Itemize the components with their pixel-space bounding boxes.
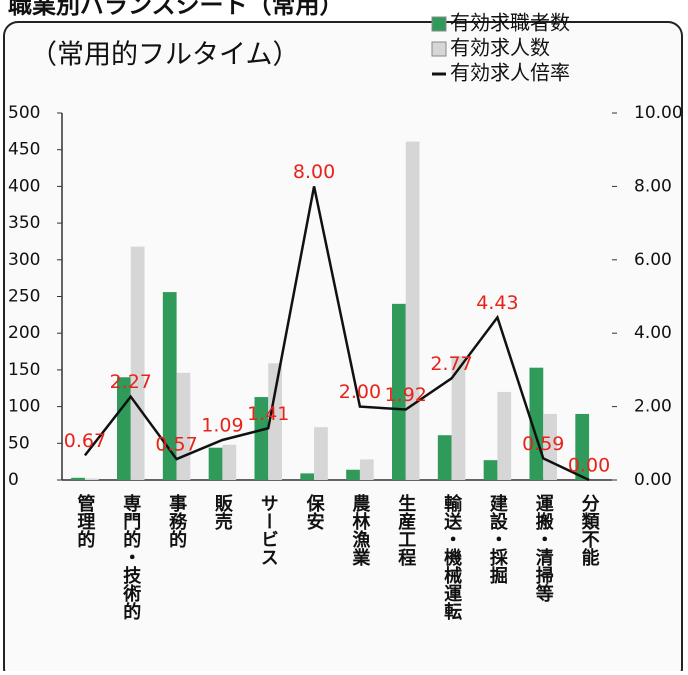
data-label: 8.00	[293, 161, 335, 183]
frame	[3, 21, 683, 675]
data-label: 0.57	[155, 434, 197, 456]
y2-tick-label: 10.00	[634, 103, 683, 123]
x-tick-label: 販売	[212, 494, 233, 531]
data-label: 0.59	[522, 433, 564, 455]
bar	[300, 473, 315, 480]
bar	[268, 363, 282, 480]
y-tick-label: 400	[8, 176, 40, 196]
data-label: 2.77	[430, 353, 472, 375]
y-tick-label: 450	[8, 140, 40, 160]
x-tick-label: 運搬・清掃等	[533, 494, 554, 603]
data-label: 0.67	[64, 430, 106, 452]
legend-label: 有効求人倍率	[450, 61, 570, 85]
bar	[437, 435, 452, 480]
x-tick-label: 輸送・機械運転	[441, 493, 463, 621]
y-tick-label: 300	[8, 250, 40, 270]
x-tick-label: 農林漁業	[349, 494, 371, 567]
bar	[162, 292, 177, 480]
data-label: 1.41	[247, 403, 289, 425]
legend-swatch	[431, 41, 447, 57]
x-tick-label: 分類不能	[579, 494, 601, 567]
legend-label: 有効求人数	[450, 36, 550, 60]
x-tick-label: 専門的・技術的	[120, 493, 142, 621]
bar	[254, 397, 269, 480]
data-label: 0.00	[568, 455, 610, 477]
bar	[529, 367, 544, 480]
data-label: 1.92	[385, 384, 427, 406]
chart-subtitle: （常用的フルタイム）	[30, 40, 299, 71]
x-tick-label: 生産工程	[395, 493, 416, 567]
data-label: 1.09	[201, 414, 243, 436]
bar	[176, 372, 191, 480]
bar	[84, 478, 99, 480]
data-label: 2.00	[339, 381, 381, 403]
chart-title: 職業別バランスシート（常用）	[8, 0, 344, 19]
y2-tick-label: 0.00	[634, 470, 672, 490]
legend-label: 有効求職者数	[450, 11, 570, 35]
bar	[497, 391, 512, 480]
bar	[346, 469, 360, 480]
y-tick-label: 150	[8, 360, 40, 380]
legend-swatch	[431, 16, 447, 32]
y-tick-label: 250	[8, 287, 40, 307]
y-tick-label: 500	[8, 103, 40, 123]
bar	[208, 447, 223, 480]
bar	[392, 303, 406, 480]
y-tick-label: 100	[8, 397, 40, 417]
bar	[405, 141, 420, 480]
data-label: 4.43	[476, 292, 518, 314]
bar	[71, 477, 85, 480]
y2-tick-label: 6.00	[634, 250, 672, 270]
y-tick-label: 0	[8, 470, 19, 490]
x-tick-label: 管理的	[74, 493, 95, 549]
y-tick-label: 200	[8, 323, 40, 343]
bar	[483, 460, 498, 480]
y2-tick-label: 2.00	[634, 397, 672, 417]
bar	[575, 413, 590, 480]
x-tick-label: 事務的	[166, 493, 187, 549]
data-label: 2.27	[110, 371, 152, 393]
y2-tick-label: 4.00	[634, 323, 672, 343]
x-tick-label: サービス	[258, 494, 279, 566]
x-tick-label: 保安	[304, 493, 326, 531]
y-tick-label: 50	[8, 433, 30, 453]
y-tick-label: 350	[8, 213, 40, 233]
bar	[359, 459, 374, 480]
bar	[451, 355, 466, 480]
y2-tick-label: 8.00	[634, 176, 672, 196]
line	[83, 186, 590, 482]
x-tick-label: 建設・採掘	[487, 493, 508, 585]
bar	[130, 246, 145, 480]
bar	[222, 444, 237, 480]
bar	[314, 427, 328, 480]
